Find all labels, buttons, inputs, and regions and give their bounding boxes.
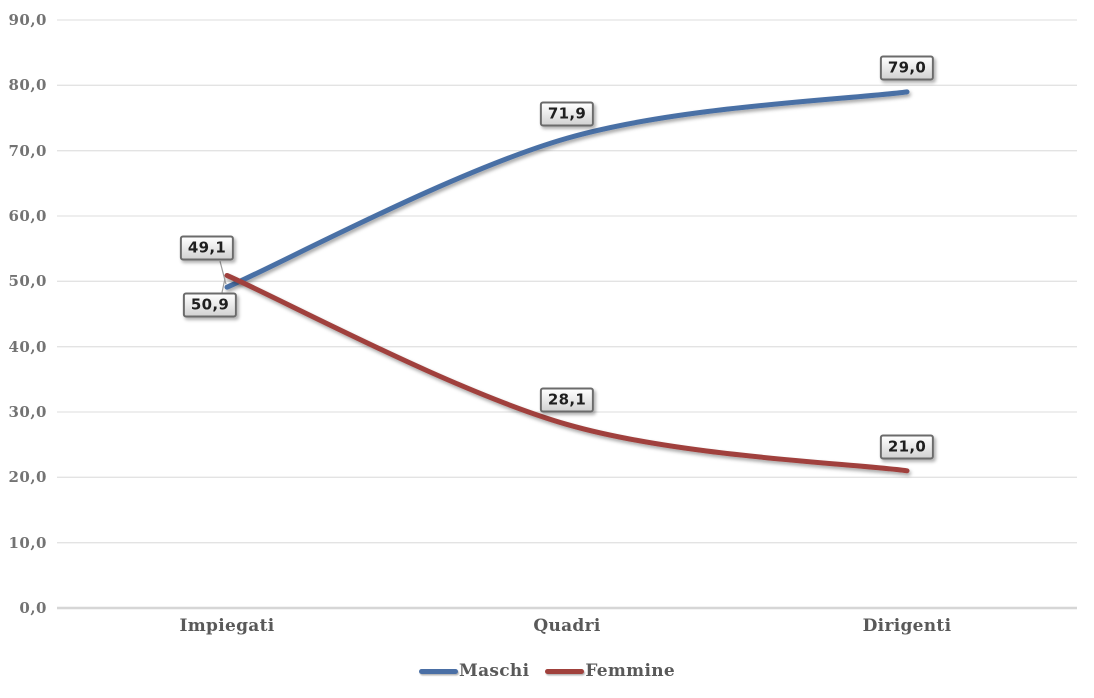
data-label-maschi-quadri[interactable]: 71,9: [539, 101, 595, 127]
data-label-maschi-impiegati[interactable]: 49,1: [179, 235, 235, 261]
legend-label-femmine: Femmine: [585, 661, 676, 681]
y-axis: 0,0 10,0 20,0 30,0 40,0 50,0 60,0 70,0 80,0 90,0: [0, 0, 47, 698]
x-axis-category-label: Dirigenti: [862, 616, 952, 636]
y-axis-tick-label: 90,0: [8, 11, 47, 29]
legend-item-femmine[interactable]: Femmine: [545, 661, 675, 681]
y-axis-tick-label: 20,0: [8, 468, 47, 487]
legend: Maschi Femmine: [0, 656, 1094, 686]
y-axis-tick-label: 30,0: [8, 403, 47, 421]
legend-swatch-maschi: [418, 668, 458, 674]
y-axis-tick-label: 80,0: [8, 76, 47, 95]
y-axis-tick-label: 10,0: [8, 533, 47, 552]
legend-label-maschi: Maschi: [458, 661, 530, 681]
y-axis-tick-label: 50,0: [8, 272, 47, 291]
y-axis-tick-label: 40,0: [8, 337, 47, 356]
series-line-femmine[interactable]: [224, 272, 910, 474]
series-line-maschi[interactable]: [224, 89, 910, 290]
y-axis-tick-label: 0,0: [19, 599, 47, 617]
legend-swatch-femmine: [545, 668, 585, 674]
y-axis-tick-label: 60,0: [8, 207, 47, 225]
leader-line: [221, 278, 226, 293]
data-label-femmine-impiegati[interactable]: 50,9: [182, 292, 238, 318]
x-axis-category-label: Impiegati: [179, 616, 275, 636]
data-label-femmine-dirigenti[interactable]: 21,0: [879, 434, 935, 460]
x-axis: Impiegati Quadri Dirigenti: [57, 616, 1077, 640]
legend-item-maschi[interactable]: Maschi: [418, 661, 530, 681]
data-label-femmine-quadri[interactable]: 28,1: [539, 387, 595, 413]
y-axis-tick-label: 70,0: [8, 141, 47, 160]
x-axis-category-label: Quadri: [533, 616, 601, 636]
data-label-maschi-dirigenti[interactable]: 79,0: [879, 55, 935, 81]
